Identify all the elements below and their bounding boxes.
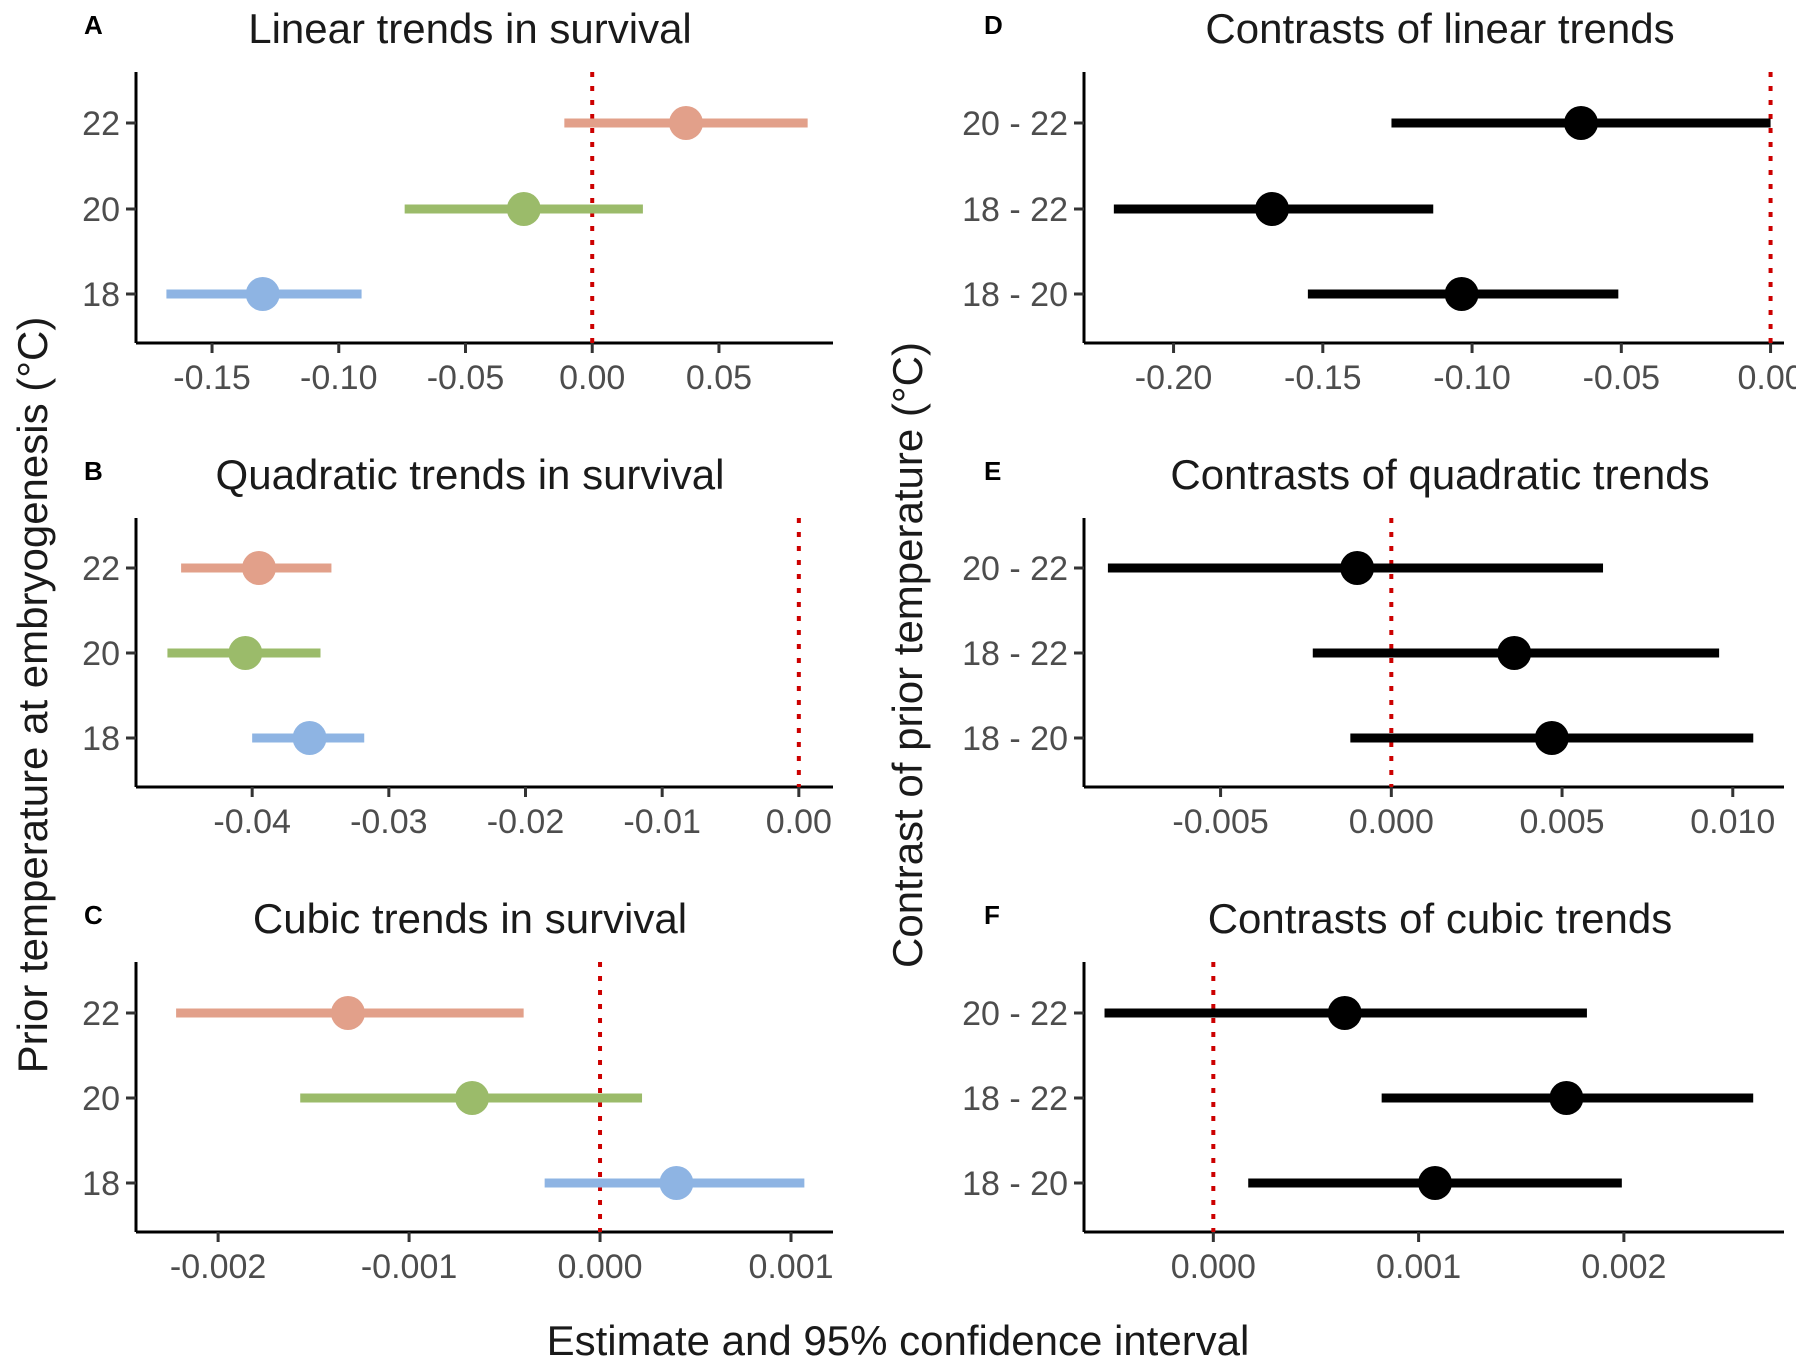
left-y-axis-title: Prior temperature at embryogenesis (°C) bbox=[9, 317, 56, 1074]
panel-d: D Contrasts of linear trends -0.20 -0.15 -0.… bbox=[962, 5, 1796, 397]
y-tick-label: 18 bbox=[82, 1165, 120, 1203]
y-tick-label: 20 - 22 bbox=[962, 550, 1068, 588]
x-tick-label: 0.000 bbox=[557, 1248, 642, 1286]
y-tick-label: 22 bbox=[82, 105, 120, 143]
panel-title: Quadratic trends in survival bbox=[216, 451, 725, 498]
right-y-axis-title: Contrast of prior temperature (°C) bbox=[884, 342, 931, 968]
estimate-point bbox=[455, 1081, 490, 1115]
x-tick-label: -0.20 bbox=[1135, 359, 1213, 397]
y-tick-label: 18 - 22 bbox=[962, 1080, 1068, 1118]
x-tick-label: -0.002 bbox=[170, 1248, 266, 1286]
x-axis-title: Estimate and 95% confidence interval bbox=[547, 1317, 1250, 1364]
x-tick-label: -0.15 bbox=[1284, 359, 1362, 397]
x-tick-label: -0.05 bbox=[427, 359, 505, 397]
panel-f: F Contrasts of cubic trends 0.000 0.001 0.00… bbox=[962, 895, 1784, 1286]
y-tick-label: 22 bbox=[82, 995, 120, 1033]
panel-title: Contrasts of quadratic trends bbox=[1170, 451, 1709, 498]
x-tick-label: -0.10 bbox=[1433, 359, 1511, 397]
panel-letter: F bbox=[984, 900, 1000, 930]
panel-letter: E bbox=[984, 456, 1001, 486]
panel-title: Contrasts of cubic trends bbox=[1208, 895, 1673, 942]
x-tick-label: 0.05 bbox=[686, 359, 752, 397]
x-tick-label: 0.00 bbox=[1737, 359, 1796, 397]
panel-title: Linear trends in survival bbox=[248, 5, 692, 52]
x-tick-label: 0.00 bbox=[559, 359, 625, 397]
estimate-point bbox=[1340, 551, 1375, 585]
estimate-point bbox=[330, 996, 365, 1030]
panel-letter: B bbox=[84, 456, 103, 486]
x-tick-label: -0.01 bbox=[623, 803, 701, 841]
x-tick-label: 0.001 bbox=[748, 1248, 833, 1286]
estimate-point bbox=[242, 551, 276, 585]
y-tick-label: 22 bbox=[82, 550, 120, 588]
estimate-point bbox=[245, 277, 280, 311]
x-tick-label: 0.002 bbox=[1581, 1248, 1666, 1286]
x-tick-label: -0.15 bbox=[173, 359, 251, 397]
x-tick-label: -0.05 bbox=[1583, 359, 1661, 397]
panel-b: B Quadratic trends in survival -0.04 -0.03 -… bbox=[82, 451, 833, 841]
estimate-point bbox=[1327, 996, 1362, 1030]
y-tick-label: 20 - 22 bbox=[962, 105, 1068, 143]
estimate-point bbox=[228, 636, 263, 670]
y-tick-label: 20 - 22 bbox=[962, 995, 1068, 1033]
x-tick-label: 0.000 bbox=[1349, 803, 1434, 841]
y-tick-label: 18 bbox=[82, 720, 120, 758]
estimate-point bbox=[1255, 192, 1290, 226]
estimate-point bbox=[1418, 1166, 1453, 1200]
x-tick-label: -0.04 bbox=[213, 803, 291, 841]
y-tick-label: 18 - 20 bbox=[962, 1165, 1068, 1203]
estimate-point bbox=[668, 106, 703, 140]
estimate-point bbox=[1564, 106, 1599, 140]
x-tick-label: -0.10 bbox=[300, 359, 378, 397]
x-tick-label: -0.03 bbox=[350, 803, 428, 841]
x-tick-label: -0.001 bbox=[361, 1248, 457, 1286]
x-tick-label: 0.000 bbox=[1171, 1248, 1256, 1286]
panel-a: A Linear trends in survival -0.15 -0.10 -0.0… bbox=[82, 5, 833, 397]
y-tick-label: 18 - 20 bbox=[962, 720, 1068, 758]
y-tick-label: 18 bbox=[82, 276, 120, 314]
x-tick-label: -0.005 bbox=[1172, 803, 1268, 841]
x-tick-label: 0.00 bbox=[766, 803, 832, 841]
estimate-point bbox=[659, 1166, 694, 1200]
y-tick-label: 20 bbox=[82, 191, 120, 229]
y-tick-label: 18 - 22 bbox=[962, 191, 1068, 229]
estimate-point bbox=[1534, 721, 1569, 755]
x-tick-label: 0.001 bbox=[1376, 1248, 1461, 1286]
y-tick-label: 18 - 22 bbox=[962, 635, 1068, 673]
panel-letter: D bbox=[984, 10, 1003, 40]
y-tick-label: 20 bbox=[82, 635, 120, 673]
x-tick-label: 0.005 bbox=[1520, 803, 1605, 841]
panel-title: Cubic trends in survival bbox=[253, 895, 687, 942]
y-tick-label: 20 bbox=[82, 1080, 120, 1118]
y-tick-label: 18 - 20 bbox=[962, 276, 1068, 314]
panel-title: Contrasts of linear trends bbox=[1205, 5, 1674, 52]
estimate-point bbox=[1497, 636, 1532, 670]
panel-letter: A bbox=[84, 10, 103, 40]
estimate-point bbox=[506, 192, 541, 226]
estimate-point bbox=[1549, 1081, 1584, 1115]
estimate-point bbox=[1444, 277, 1479, 311]
estimate-point bbox=[292, 721, 327, 755]
panel-e: E Contrasts of quadratic trends -0.005 0.00… bbox=[962, 451, 1784, 841]
panel-c: C Cubic trends in survival -0.002 -0.001 0.0… bbox=[82, 895, 833, 1286]
x-tick-label: -0.02 bbox=[487, 803, 565, 841]
x-tick-label: 0.010 bbox=[1690, 803, 1775, 841]
panel-letter: C bbox=[84, 900, 103, 930]
